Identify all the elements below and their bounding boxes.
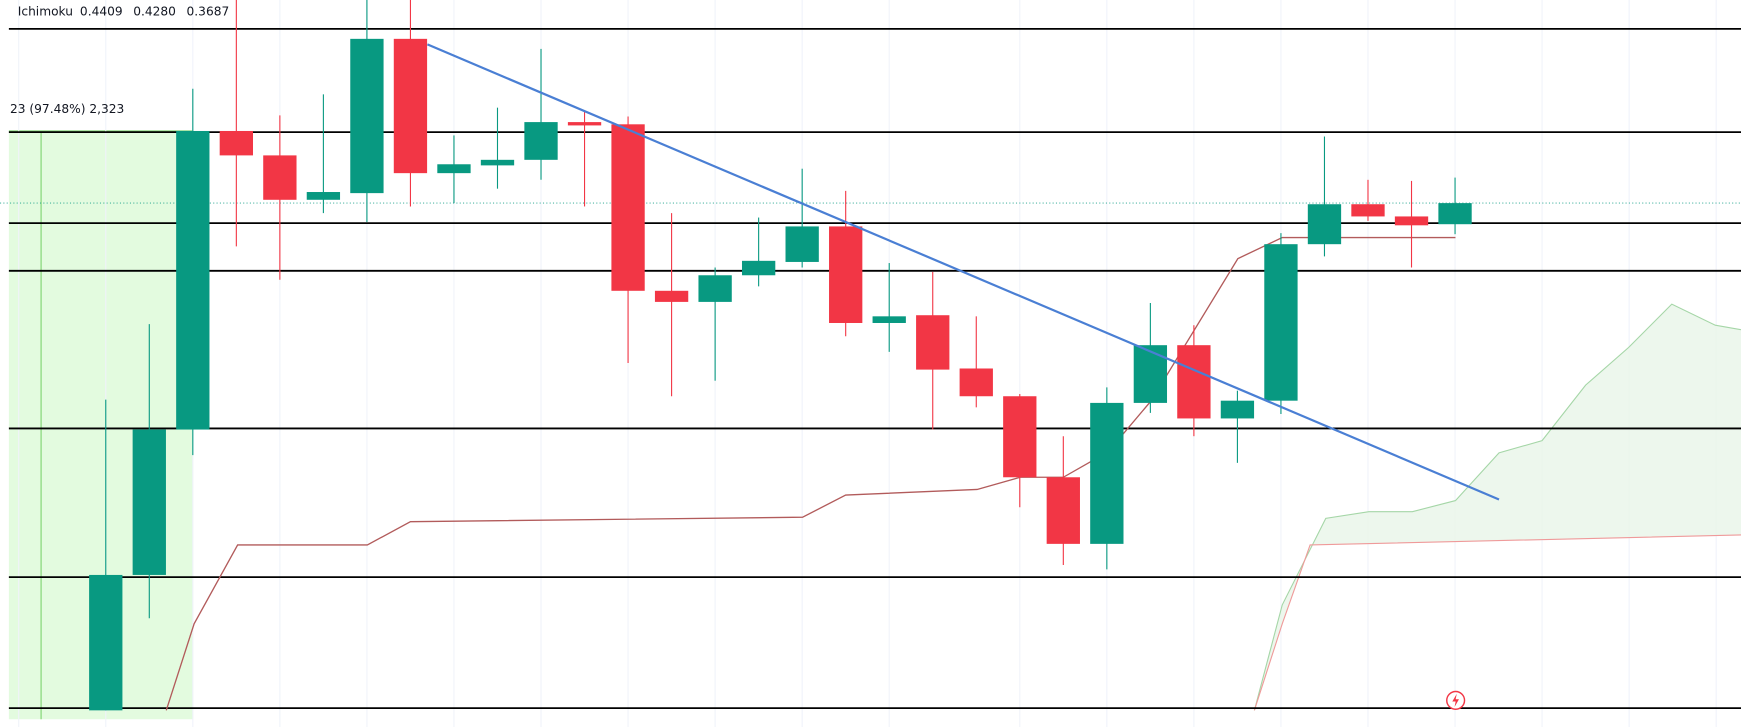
indicator-value: 0.3687 xyxy=(187,5,230,19)
x-tick-label: 19 xyxy=(446,725,462,727)
candle-body xyxy=(785,226,819,262)
x-tick-label: 29 xyxy=(881,725,897,727)
candle-body xyxy=(1090,402,1124,544)
candle-body xyxy=(872,316,906,323)
x-tick-label: 17 xyxy=(1708,725,1724,727)
x-tick-label: 5 xyxy=(1190,725,1198,727)
candle-body xyxy=(611,124,645,291)
candle-body xyxy=(263,155,297,200)
x-tick-label: 17 xyxy=(359,725,375,727)
candle-body xyxy=(654,290,689,302)
x-tick-label: 3 xyxy=(1103,725,1111,727)
measure-label: 23 (97.48%) 2,323 xyxy=(10,102,124,116)
cloud-fill xyxy=(1254,304,1741,711)
x-tick-label: Aug xyxy=(1008,725,1032,727)
x-tick-label: 11 xyxy=(98,725,114,727)
candle-body xyxy=(959,368,993,397)
candle-body xyxy=(524,122,558,160)
x-tick-label: 13 xyxy=(1534,725,1550,727)
candle-body xyxy=(1394,216,1429,226)
x-tick-label: 25 xyxy=(707,725,723,727)
candle-body xyxy=(89,574,123,711)
candle-body xyxy=(1133,345,1168,403)
cloud-lead-a xyxy=(1253,303,1741,711)
candle-body xyxy=(1351,204,1385,217)
x-tick-label: 15 xyxy=(272,725,288,727)
candle-body xyxy=(1003,396,1037,478)
candle-body xyxy=(1220,400,1255,419)
candle-body xyxy=(741,260,776,276)
candle-body xyxy=(1046,477,1080,544)
candle-body xyxy=(916,315,950,370)
candle-body xyxy=(132,429,166,575)
indicator-name: Ichimoku xyxy=(18,5,73,19)
x-tick-label: 13 xyxy=(185,725,201,727)
x-tick-label: 27 xyxy=(794,725,810,727)
x-tick-label: 9 xyxy=(15,725,23,727)
cloud-lead-b xyxy=(1253,534,1741,711)
candle-body xyxy=(176,130,210,430)
candle-body xyxy=(1307,204,1342,245)
candle-body xyxy=(567,122,602,126)
candle-body xyxy=(480,159,515,166)
base-line xyxy=(165,236,1456,711)
x-tick-label: 7 xyxy=(1277,725,1285,727)
indicator-value: 0.4280 xyxy=(133,5,176,19)
x-tick-label: 23 xyxy=(620,725,636,727)
candle-body xyxy=(698,275,732,302)
candle-body xyxy=(437,164,471,174)
candle-body xyxy=(1438,203,1472,225)
candle-body xyxy=(393,38,428,174)
x-tick-label: 21 xyxy=(533,725,549,727)
candle-body xyxy=(350,38,384,194)
x-tick-label: 9 xyxy=(1364,725,1372,727)
indicator-value: 0.4409 xyxy=(80,5,123,19)
candle-body xyxy=(219,130,253,156)
x-tick-label: 11 xyxy=(1447,725,1463,727)
candle-body xyxy=(829,226,863,323)
candle-body xyxy=(1264,244,1298,401)
x-tick-label: 15 xyxy=(1621,725,1637,727)
trendline xyxy=(426,43,1500,501)
candle-body xyxy=(1177,345,1211,419)
flash-icon[interactable] xyxy=(1446,690,1466,710)
candle-body xyxy=(306,192,341,200)
